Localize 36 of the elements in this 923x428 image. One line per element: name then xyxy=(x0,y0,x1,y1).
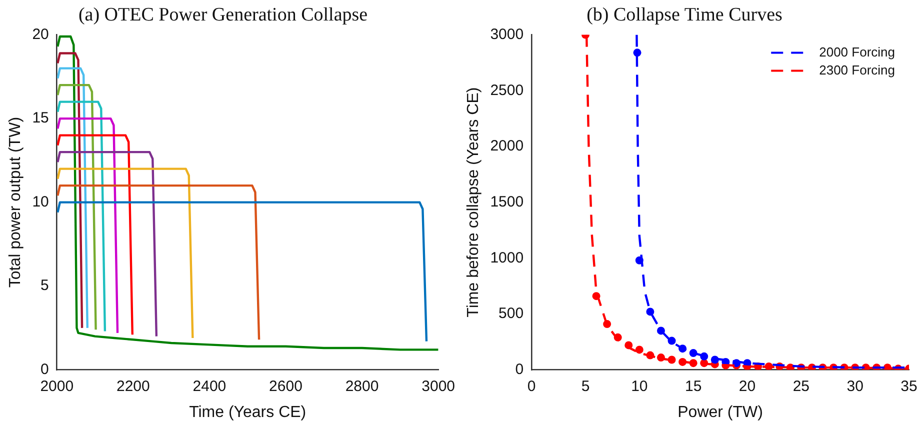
x-axis-title: Time (Years CE) xyxy=(189,404,306,421)
y-tick-label: 0 xyxy=(515,360,524,378)
y-axis-title: Total power output (TW) xyxy=(7,116,24,288)
y-tick-label: 1000 xyxy=(490,249,524,266)
x-tick-label: 3000 xyxy=(422,378,456,395)
y-tick-label: 3000 xyxy=(490,26,524,43)
x-tick-label: 35 xyxy=(900,378,918,395)
point xyxy=(656,354,665,362)
x-tick-label: 10 xyxy=(631,378,648,395)
x-tick-label: 0 xyxy=(527,378,536,395)
x-tick-label: 30 xyxy=(846,378,864,395)
y-tick-label: 2000 xyxy=(490,138,524,155)
x-tick-label: 2400 xyxy=(192,378,226,395)
y-tick-label: 15 xyxy=(32,110,49,127)
point xyxy=(635,346,644,354)
x-tick-label: 5 xyxy=(581,378,590,395)
x-tick-label: 2200 xyxy=(116,378,150,395)
x-tick-label: 25 xyxy=(792,378,810,395)
legend-label: 2000 Forcing xyxy=(819,44,896,60)
point xyxy=(668,336,676,345)
chart-title: (a) OTEC Power Generation Collapse xyxy=(78,4,368,26)
legend-label: 2300 Forcing xyxy=(819,62,896,78)
x-tick-label: 15 xyxy=(684,378,702,395)
y-tick-label: 10 xyxy=(32,193,49,210)
y-tick-label: 1500 xyxy=(490,193,524,210)
y-tick-label: 0 xyxy=(40,360,49,378)
y-tick-label: 500 xyxy=(498,305,524,322)
y-tick-label: 2500 xyxy=(490,82,524,99)
x-tick-label: 2600 xyxy=(269,378,302,395)
x-axis-title: Power (TW) xyxy=(678,404,763,421)
y-axis-title: Time before collapse (Years CE) xyxy=(465,87,482,318)
y-tick-label: 20 xyxy=(32,26,49,43)
x-tick-label: 2800 xyxy=(345,378,379,395)
y-tick-label: 5 xyxy=(40,277,49,294)
chart-title: (b) Collapse Time Curves xyxy=(586,4,782,26)
x-tick-label: 20 xyxy=(738,378,756,395)
